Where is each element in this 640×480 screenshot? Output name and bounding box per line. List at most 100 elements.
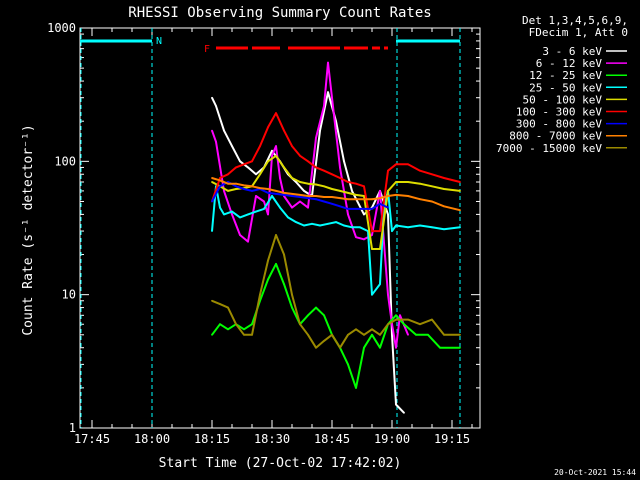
series-point-5	[371, 230, 373, 232]
series-point-7	[291, 192, 293, 195]
series-point-7	[299, 194, 301, 196]
series-point-5	[379, 230, 381, 232]
series-point-8	[299, 323, 301, 326]
series-point-7	[323, 196, 325, 198]
series-point-6	[331, 202, 333, 205]
series-point-8	[339, 346, 341, 349]
series-point-8	[315, 346, 317, 349]
series-point-5	[235, 166, 237, 169]
y-tick-label: 100	[54, 154, 76, 168]
plot-axes: 17:45 18:00 18:15 18:30 18:45 19:00 19:15 1 10 10…	[47, 21, 481, 446]
series-point-6	[219, 185, 221, 188]
series-point-1	[395, 346, 397, 349]
series-point-4	[459, 190, 461, 192]
x-tick-label: 19:15	[434, 432, 470, 446]
series-point-8	[419, 323, 421, 326]
series-point-4	[283, 166, 285, 169]
series-point-0	[327, 91, 329, 94]
series-point-2	[307, 314, 309, 317]
series-point-7	[371, 198, 373, 201]
series-point-8	[307, 333, 309, 336]
series-point-0	[351, 190, 353, 192]
series-point-5	[251, 160, 253, 163]
series-point-4	[267, 160, 269, 163]
series-point-8	[355, 328, 357, 331]
series-point-6	[243, 188, 245, 190]
series-point-8	[283, 253, 285, 256]
series-point-6	[363, 207, 365, 210]
series-point-6	[379, 202, 381, 205]
series-point-3	[391, 230, 393, 232]
series-point-6	[267, 191, 269, 194]
series-point-7	[275, 190, 277, 192]
y-tick-label: 1	[69, 421, 76, 435]
series-point-3	[335, 221, 337, 224]
series-point-4	[211, 181, 213, 183]
series-point-7	[431, 200, 433, 203]
series-point-6	[235, 185, 237, 188]
series-point-3	[395, 224, 397, 227]
series-point-4	[323, 185, 325, 188]
y-tick-label: 10	[62, 288, 76, 302]
series-point-5	[331, 173, 333, 176]
series-point-8	[323, 340, 325, 342]
series-point-5	[387, 169, 389, 172]
series-point-7	[355, 198, 357, 201]
series-point-1	[331, 96, 333, 99]
series-point-7	[227, 182, 229, 185]
series-point-8	[431, 318, 433, 321]
legend-entry-label: 50 - 100 keV	[523, 93, 603, 106]
legend-entry-label: 3 - 6 keV	[542, 45, 602, 58]
series-point-7	[251, 185, 253, 188]
series-point-2	[291, 306, 293, 309]
series-point-3	[319, 224, 321, 227]
series-point-5	[227, 173, 229, 176]
series-point-2	[363, 346, 365, 349]
series-point-3	[407, 226, 409, 229]
series-point-4	[371, 248, 373, 250]
series-point-2	[347, 363, 349, 366]
legend-entry-label: 25 - 50 keV	[529, 81, 602, 94]
series-point-5	[219, 177, 221, 179]
series-point-7	[443, 205, 445, 208]
footer-date: 20-Oct-2021 15:44	[554, 468, 636, 477]
x-axis-label: Start Time (27-Oct-02 17:42:02)	[159, 456, 402, 471]
series-point-2	[355, 386, 357, 389]
series-point-7	[243, 184, 245, 187]
series-point-8	[227, 306, 229, 309]
series-point-8	[363, 333, 365, 336]
series-point-1	[371, 234, 373, 236]
series-point-1	[387, 293, 389, 296]
series-point-3	[303, 224, 305, 227]
series-point-2	[227, 328, 229, 331]
series-point-1	[355, 236, 357, 239]
series-point-5	[283, 129, 285, 132]
series-point-7	[387, 195, 389, 197]
series-point-5	[407, 163, 409, 166]
series-point-8	[291, 293, 293, 296]
series-point-5	[291, 145, 293, 148]
series-point-7	[315, 195, 317, 197]
series-point-6	[355, 207, 357, 210]
series-point-5	[267, 126, 269, 129]
series-point-2	[371, 333, 373, 336]
series-point-5	[299, 154, 301, 157]
series-point-7	[219, 179, 221, 182]
series-point-8	[219, 303, 221, 305]
series-point-7	[459, 209, 461, 212]
series-point-1	[267, 213, 269, 216]
legend-entry-label: 7000 - 15000 keV	[496, 142, 602, 155]
series-point-1	[231, 213, 233, 216]
series-point-1	[327, 61, 329, 64]
series-point-4	[235, 188, 237, 190]
series-point-7	[307, 195, 309, 197]
series-point-5	[459, 181, 461, 183]
series-point-3	[431, 226, 433, 229]
series-point-4	[307, 182, 309, 185]
series-point-1	[391, 323, 393, 326]
x-tick-label: 18:15	[194, 432, 230, 446]
series-point-0	[223, 129, 225, 132]
series-point-1	[347, 213, 349, 216]
series-point-8	[331, 333, 333, 336]
series-point-5	[363, 185, 365, 188]
